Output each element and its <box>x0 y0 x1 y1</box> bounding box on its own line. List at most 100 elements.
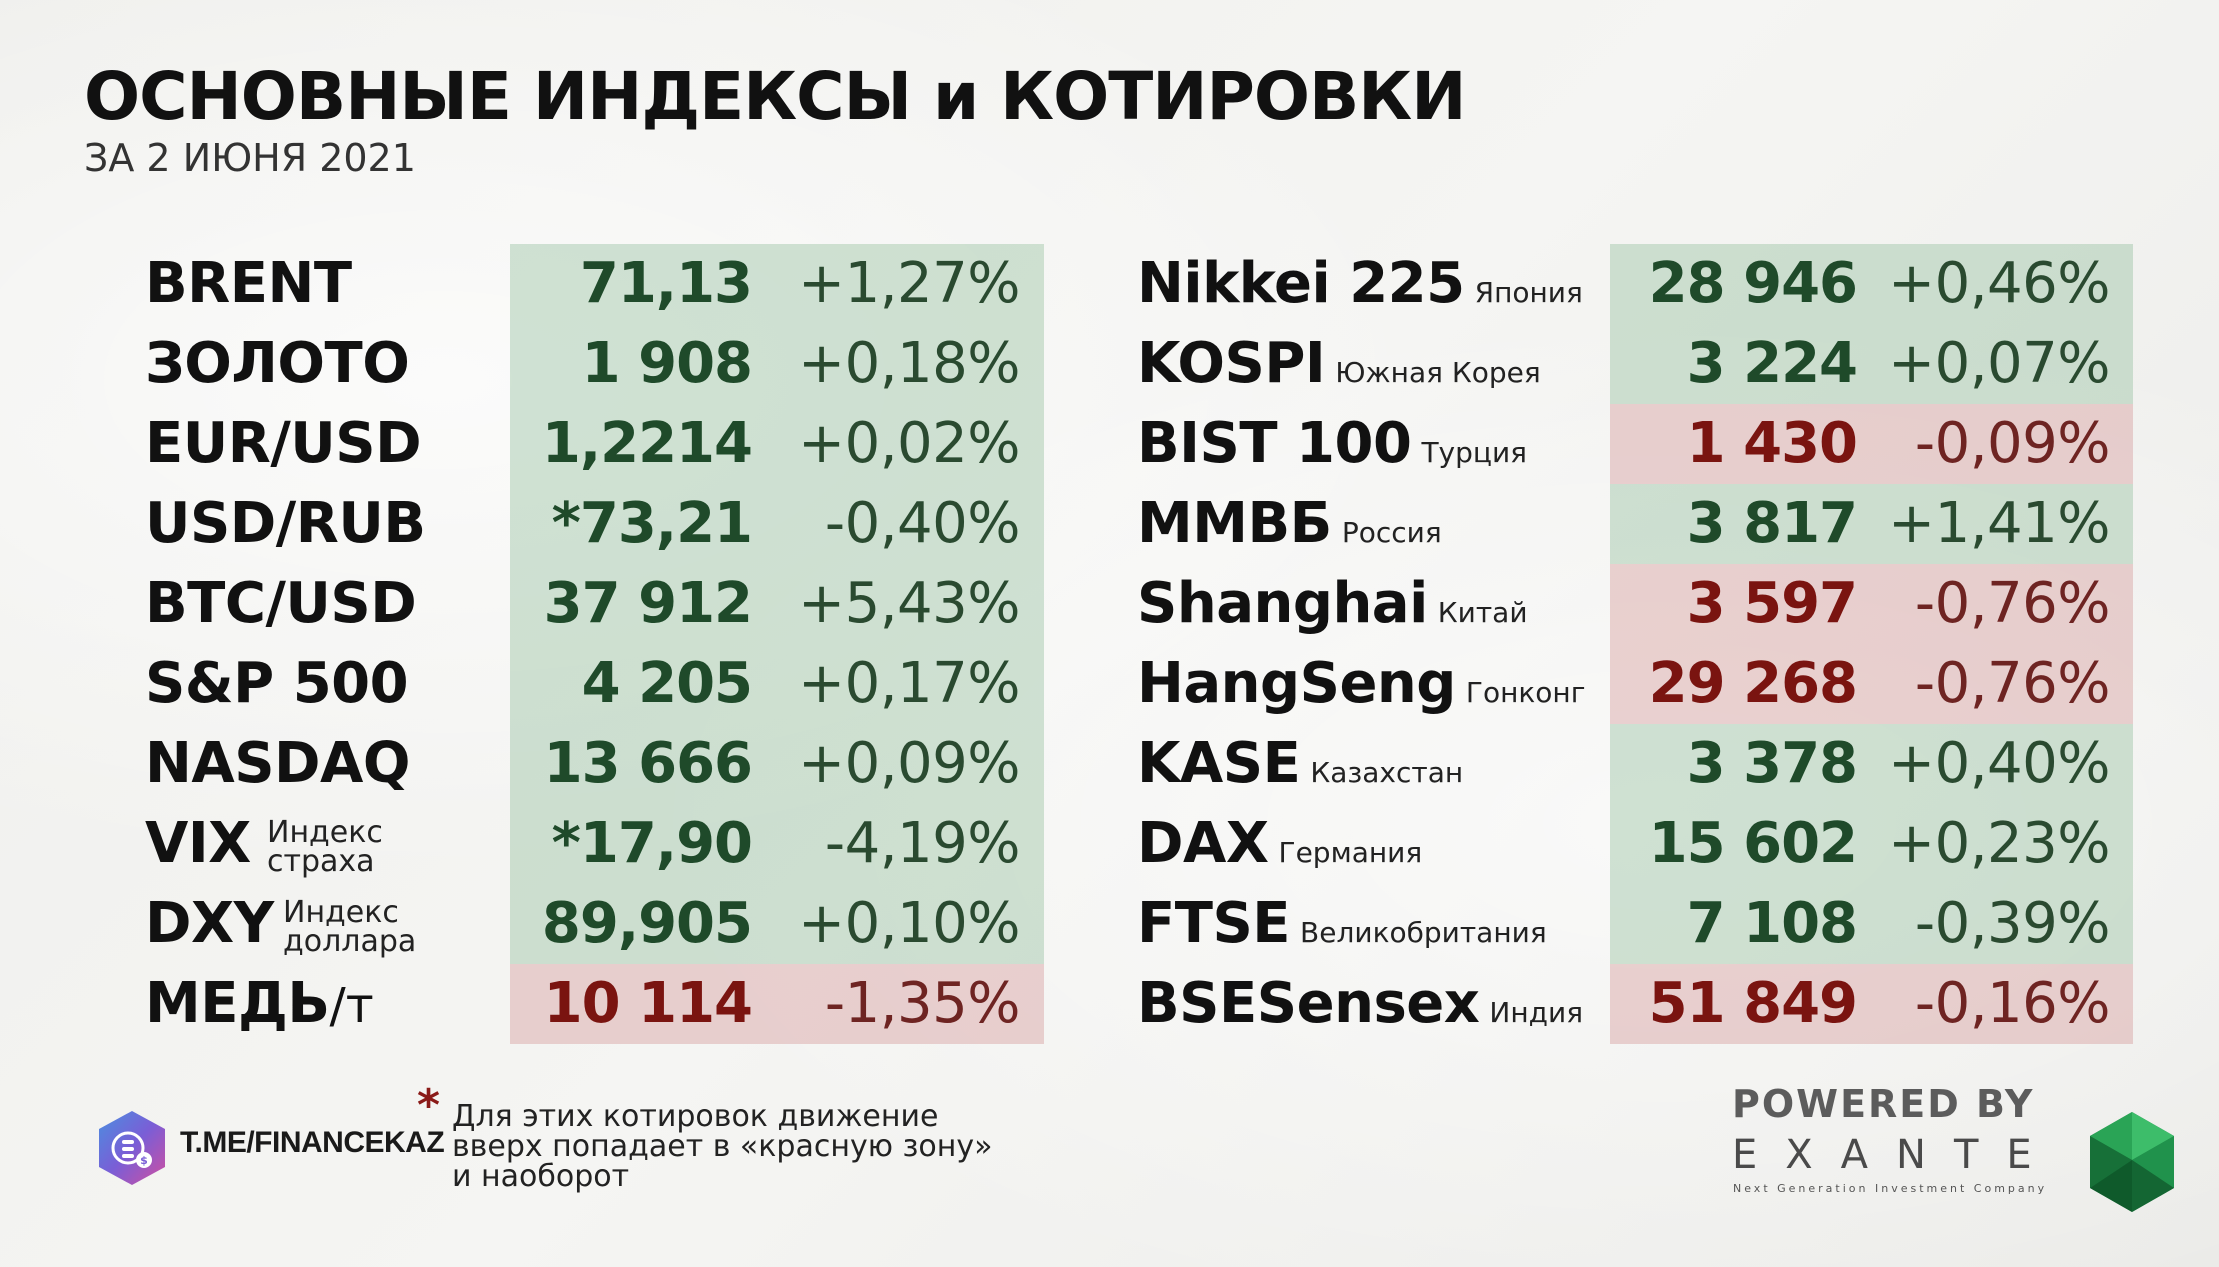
green-zone-cell <box>510 884 1044 964</box>
quote-value: 3 817 <box>1686 491 1858 556</box>
green-zone-cell <box>510 324 1044 404</box>
quote-value: 1 908 <box>581 331 753 396</box>
instrument-label: BSESensex <box>1137 971 1480 1036</box>
instrument-label: HangSeng <box>1137 651 1456 716</box>
quote-row: USD/RUB *73,21 -0,40% <box>0 484 2219 564</box>
green-zone-cell <box>510 404 1044 484</box>
instrument-label: ММВБ <box>1137 491 1332 556</box>
green-zone-cell <box>510 804 1044 884</box>
description-line-1: Индекс <box>267 815 383 850</box>
red-zone-cell <box>510 964 1044 1044</box>
quote-row: ЗОЛОТО 1 908 +0,18% <box>0 324 2219 404</box>
instrument-label: EUR/USD <box>145 411 422 476</box>
instrument-name: BSESensex Индия <box>1137 964 1583 1053</box>
instrument-name: Shanghai Китай <box>1137 564 1528 653</box>
red-zone-cell <box>1610 404 2133 484</box>
footnote-line-3: и наоборот <box>452 1159 630 1194</box>
green-zone-cell <box>1610 484 2133 564</box>
instrument-label: KASE <box>1137 731 1301 796</box>
quote-value: 4 205 <box>581 651 753 716</box>
quote-row: МЕДЬ/т 10 114 -1,35% <box>0 964 2219 1044</box>
instrument-label: Shanghai <box>1137 571 1428 636</box>
quote-row: BSESensex Индия 51 849 -0,16% <box>0 964 2219 1044</box>
instrument-name: KASE Казахстан <box>1137 724 1463 813</box>
page-subtitle: ЗА 2 ИЮНЯ 2021 <box>84 136 416 180</box>
quote-row: EUR/USD 1,2214 +0,02% <box>0 404 2219 484</box>
instrument-label: NASDAQ <box>145 731 410 796</box>
quote-value: 3 597 <box>1686 571 1858 636</box>
region-label: Германия <box>1278 836 1423 869</box>
quote-value: 3 378 <box>1686 731 1858 796</box>
instrument-label: BIST 100 <box>1137 411 1412 476</box>
quote-row: ММВБ Россия 3 817 +1,41% <box>0 484 2219 564</box>
description-line-1: Индекс <box>283 895 399 930</box>
quote-change: +0,46% <box>1888 251 2110 316</box>
exante-tagline: Next Generation Investment Company <box>1733 1182 2048 1195</box>
quote-row: BTC/USD 37 912 +5,43% <box>0 564 2219 644</box>
quote-row: BRENT 71,13 +1,27% <box>0 244 2219 324</box>
telegram-logo-icon[interactable]: $ <box>92 1108 172 1192</box>
green-zone-cell <box>510 724 1044 804</box>
description-line-2: доллара <box>283 924 417 959</box>
quote-value: 29 268 <box>1648 651 1858 716</box>
instrument-label: Nikkei 225 <box>1137 251 1465 316</box>
instrument-name: МЕДЬ/т <box>145 964 374 1046</box>
region-label: Индия <box>1489 996 1584 1029</box>
instrument-name: S&P 500 <box>145 644 409 724</box>
page-title: ОСНОВНЫЕ ИНДЕКСЫ и КОТИРОВКИ <box>84 58 1466 135</box>
quote-value: 15 602 <box>1648 811 1858 876</box>
instrument-label: BRENT <box>145 251 352 316</box>
instrument-label: VIX <box>145 811 251 876</box>
instrument-name: VIX <box>145 804 251 884</box>
quote-change: -0,76% <box>1914 571 2111 636</box>
quote-value: 1 430 <box>1686 411 1858 476</box>
green-zone-cell <box>1610 244 2133 324</box>
instrument-label: S&P 500 <box>145 651 409 716</box>
region-label: Казахстан <box>1310 756 1464 789</box>
quote-value: 10 114 <box>543 971 753 1036</box>
quote-value: *17,90 <box>551 811 753 876</box>
footnote-line-2: вверх попадает в «красную зону» <box>452 1129 993 1164</box>
quote-change: +0,07% <box>1888 331 2110 396</box>
instrument-label: DXY <box>145 891 274 956</box>
instrument-name: DAX Германия <box>1137 804 1422 893</box>
instrument-name: NASDAQ <box>145 724 410 804</box>
quote-change: +0,09% <box>798 731 1020 796</box>
footnote-text: Для этих котировок движение вверх попада… <box>452 1102 1092 1192</box>
region-label: Китай <box>1437 596 1528 629</box>
green-zone-cell <box>510 244 1044 324</box>
region-label: Турция <box>1421 436 1527 469</box>
red-zone-cell <box>1610 964 2133 1044</box>
instrument-label: USD/RUB <box>145 491 426 556</box>
instrument-name: FTSE Великобритания <box>1137 884 1547 973</box>
footnote-star: * <box>417 1080 441 1131</box>
quote-row: HangSeng Гонконг 29 268 -0,76% <box>0 644 2219 724</box>
quote-change: -1,35% <box>824 971 1021 1036</box>
quote-value: 37 912 <box>543 571 753 636</box>
quote-change: +0,23% <box>1888 811 2110 876</box>
telegram-link[interactable]: T.ME/FINANCEKAZ <box>180 1126 445 1159</box>
quote-change: +0,17% <box>798 651 1020 716</box>
instrument-label: DAX <box>1137 811 1269 876</box>
quote-row: DAX Германия 15 602 +0,23% <box>0 804 2219 884</box>
quote-change: +0,02% <box>798 411 1020 476</box>
quote-value: 7 108 <box>1686 891 1858 956</box>
instrument-name: KOSPI Южная Корея <box>1137 324 1541 413</box>
footnote-line-1: Для этих котировок движение <box>452 1099 939 1134</box>
svg-text:$: $ <box>140 1154 148 1167</box>
instrument-label: ЗОЛОТО <box>145 331 410 396</box>
region-label: Гонконг <box>1465 676 1586 709</box>
quote-change: +1,27% <box>798 251 1020 316</box>
quote-change: -4,19% <box>824 811 1021 876</box>
green-zone-cell <box>510 564 1044 644</box>
instrument-name: ММВБ Россия <box>1137 484 1442 573</box>
description-line-2: страха <box>267 844 375 879</box>
quote-row: KOSPI Южная Корея 3 224 +0,07% <box>0 324 2219 404</box>
quote-row: Nikkei 225 Япония 28 946 +0,46% <box>0 244 2219 324</box>
quote-change: -0,16% <box>1914 971 2111 1036</box>
red-zone-cell <box>1610 644 2133 724</box>
instrument-label: BTC/USD <box>145 571 417 636</box>
quote-value: *73,21 <box>551 491 753 556</box>
red-zone-cell <box>1610 564 2133 644</box>
quote-row: KASE Казахстан 3 378 +0,40% <box>0 724 2219 804</box>
